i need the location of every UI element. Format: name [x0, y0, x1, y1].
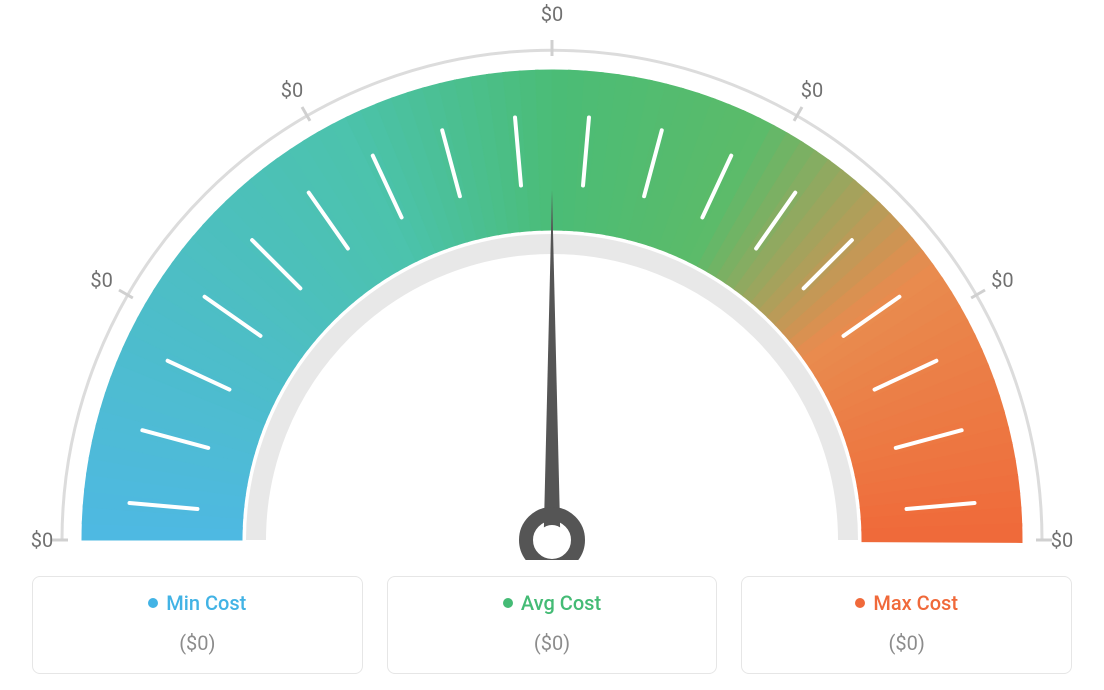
- gauge-tick-label: $0: [281, 78, 303, 102]
- gauge-tick-label: $0: [991, 268, 1013, 292]
- legend-dot-min: [148, 598, 158, 608]
- gauge-svg: [0, 0, 1104, 560]
- legend-text-avg: Avg Cost: [521, 591, 601, 615]
- legend-text-min: Min Cost: [166, 591, 246, 615]
- legend-value-max: ($0): [754, 631, 1059, 655]
- legend-label-min: Min Cost: [148, 591, 246, 615]
- gauge-tick-label: $0: [541, 2, 563, 26]
- legend-dot-max: [855, 598, 865, 608]
- legend-label-max: Max Cost: [855, 591, 958, 615]
- legend-row: Min Cost ($0) Avg Cost ($0) Max Cost ($0…: [32, 576, 1072, 674]
- gauge-chart-container: $0 $0 $0 $0 $0 $0 $0 Min Cost ($0) Avg Cost ($…: [0, 0, 1104, 690]
- legend-value-min: ($0): [45, 631, 350, 655]
- legend-card-min: Min Cost ($0): [32, 576, 363, 674]
- gauge-tick-label: $0: [90, 268, 112, 292]
- legend-card-avg: Avg Cost ($0): [387, 576, 718, 674]
- gauge-tick-label: $0: [1051, 528, 1073, 552]
- gauge-tick-label: $0: [31, 528, 53, 552]
- legend-dot-avg: [503, 598, 513, 608]
- legend-label-avg: Avg Cost: [503, 591, 601, 615]
- gauge-tick-label: $0: [801, 78, 823, 102]
- legend-text-max: Max Cost: [873, 591, 958, 615]
- gauge-area: $0 $0 $0 $0 $0 $0 $0: [0, 0, 1104, 560]
- legend-value-avg: ($0): [400, 631, 705, 655]
- legend-card-max: Max Cost ($0): [741, 576, 1072, 674]
